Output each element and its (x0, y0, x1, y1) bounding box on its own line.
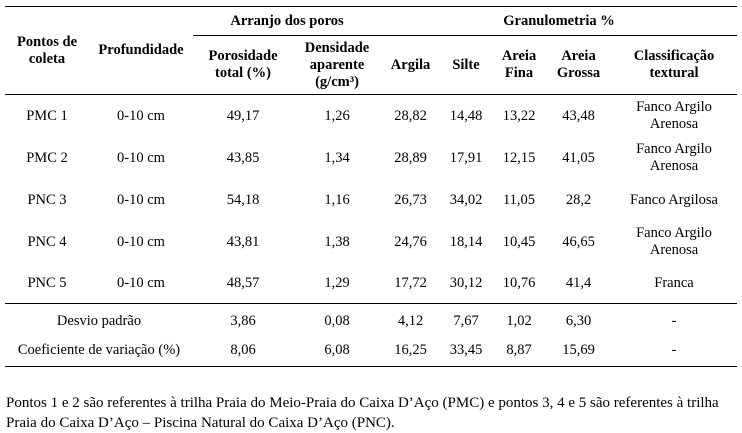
cell-areia-grossa: 15,69 (546, 335, 612, 367)
cell-profundidade: 0-10 cm (89, 263, 193, 304)
cell-areia-fina: 10,76 (492, 263, 547, 304)
cell-argila: 28,89 (394, 149, 427, 166)
cell-silte: 7,67 (440, 303, 493, 335)
cell-profundidade: 0-10 cm (117, 149, 165, 166)
header-densidade: Densidade aparente (g/cm³) (293, 35, 382, 95)
header-pontos: Pontos de coleta (5, 6, 89, 95)
cell-porosidade: 49,17 (226, 107, 260, 124)
cell-classificacao: Franca (611, 263, 738, 304)
cell-classificacao: Fanco Argilo Arenosa (636, 141, 712, 174)
cell-areia-grossa: 43,48 (562, 107, 595, 124)
cell-argila: 28,82 (394, 107, 427, 124)
cell-areia-grossa: 6,30 (546, 303, 612, 335)
cell-porosidade: 3,86 (193, 303, 293, 335)
cell-silte: 18,14 (449, 233, 483, 250)
cell-areia-fina: 11,05 (502, 191, 536, 208)
soil-properties-table: Pontos de coleta Profundidade Arranjo do… (5, 6, 738, 367)
cell-areia-grossa: 41,4 (546, 263, 612, 304)
cell-densidade: 1,26 (324, 107, 350, 124)
cell-profundidade: 0-10 cm (117, 191, 165, 208)
cell-argila: 4,12 (381, 303, 441, 335)
stat-label: Coeficiente de variação (%) (5, 335, 193, 367)
cell-argila: 16,25 (381, 335, 441, 367)
cell-porosidade: 8,06 (193, 335, 293, 367)
table-row: PMC 1 0-10 cm 49,17 1,26 28,82 14,48 13,… (5, 95, 737, 138)
stats-row: Desvio padrão 3,86 0,08 4,12 7,67 1,02 6… (5, 303, 738, 335)
cell-areia-fina: 8,87 (492, 335, 547, 367)
cell-profundidade: 0-10 cm (117, 107, 165, 124)
cell-classificacao: - (611, 335, 738, 367)
header-classificacao: Classificação textural (611, 35, 738, 95)
cell-argila: 17,72 (381, 263, 441, 304)
cell-areia-grossa: 28,2 (565, 191, 592, 208)
stat-label: Desvio padrão (5, 303, 193, 335)
cell-argila: 26,73 (394, 191, 427, 208)
cell-classificacao: Fanco Argilo Arenosa (636, 99, 712, 132)
cell-ponto: PMC 2 (26, 149, 68, 166)
table-row: PNC 5 0-10 cm 48,57 1,29 17,72 30,12 10,… (5, 263, 738, 304)
cell-densidade: 1,38 (324, 233, 350, 250)
cell-porosidade: 54,18 (226, 191, 260, 208)
cell-densidade: 1,34 (324, 149, 350, 166)
cell-areia-fina: 13,22 (502, 107, 536, 124)
cell-densidade: 1,29 (293, 263, 382, 304)
cell-profundidade: 0-10 cm (117, 233, 165, 250)
cell-areia-fina: 1,02 (492, 303, 547, 335)
cell-ponto: PNC 5 (5, 263, 89, 304)
table-row: PMC 2 0-10 cm 43,85 1,34 28,89 17,91 12,… (5, 137, 737, 179)
cell-ponto: PMC 1 (26, 107, 68, 124)
header-silte: Silte (440, 35, 493, 95)
header-argila: Argila (381, 35, 441, 95)
stats-row: Coeficiente de variação (%) 8,06 6,08 16… (5, 335, 738, 367)
cell-ponto: PNC 3 (27, 191, 67, 208)
cell-classificacao: Fanco Argilosa (630, 191, 718, 208)
cell-silte: 33,45 (440, 335, 493, 367)
cell-densidade: 1,16 (324, 191, 350, 208)
table-footnote: Pontos 1 e 2 são referentes à trilha Pra… (6, 395, 719, 431)
table-row: PNC 3 0-10 cm 54,18 1,16 26,73 34,02 11,… (5, 179, 737, 221)
table-row: PNC 4 0-10 cm 43,81 1,38 24,76 18,14 10,… (5, 221, 737, 263)
cell-ponto: PNC 4 (27, 233, 67, 250)
header-granulometria-group: Granulometria % (381, 6, 738, 36)
cell-silte: 17,91 (449, 149, 483, 166)
cell-densidade: 6,08 (293, 335, 382, 367)
cell-areia-fina: 10,45 (502, 233, 536, 250)
cell-silte: 34,02 (449, 191, 483, 208)
cell-areia-fina: 12,15 (502, 149, 536, 166)
header-areia-grossa: Areia Grossa (546, 35, 612, 95)
cell-areia-grossa: 46,65 (562, 233, 595, 250)
cell-porosidade: 43,85 (226, 149, 260, 166)
header-arranjo-group: Arranjo dos poros (193, 6, 382, 36)
header-areia-fina: Areia Fina (492, 35, 547, 95)
cell-silte: 14,48 (449, 107, 483, 124)
cell-argila: 24,76 (394, 233, 427, 250)
header-porosidade: Porosidade total (%) (193, 35, 293, 95)
cell-classificacao: - (611, 303, 738, 335)
cell-silte: 30,12 (440, 263, 493, 304)
cell-areia-grossa: 41,05 (562, 149, 595, 166)
cell-classificacao: Fanco Argilo Arenosa (636, 225, 712, 258)
cell-porosidade: 48,57 (193, 263, 293, 304)
cell-porosidade: 43,81 (226, 233, 260, 250)
header-profundidade: Profundidade (89, 6, 193, 95)
cell-densidade: 0,08 (293, 303, 382, 335)
